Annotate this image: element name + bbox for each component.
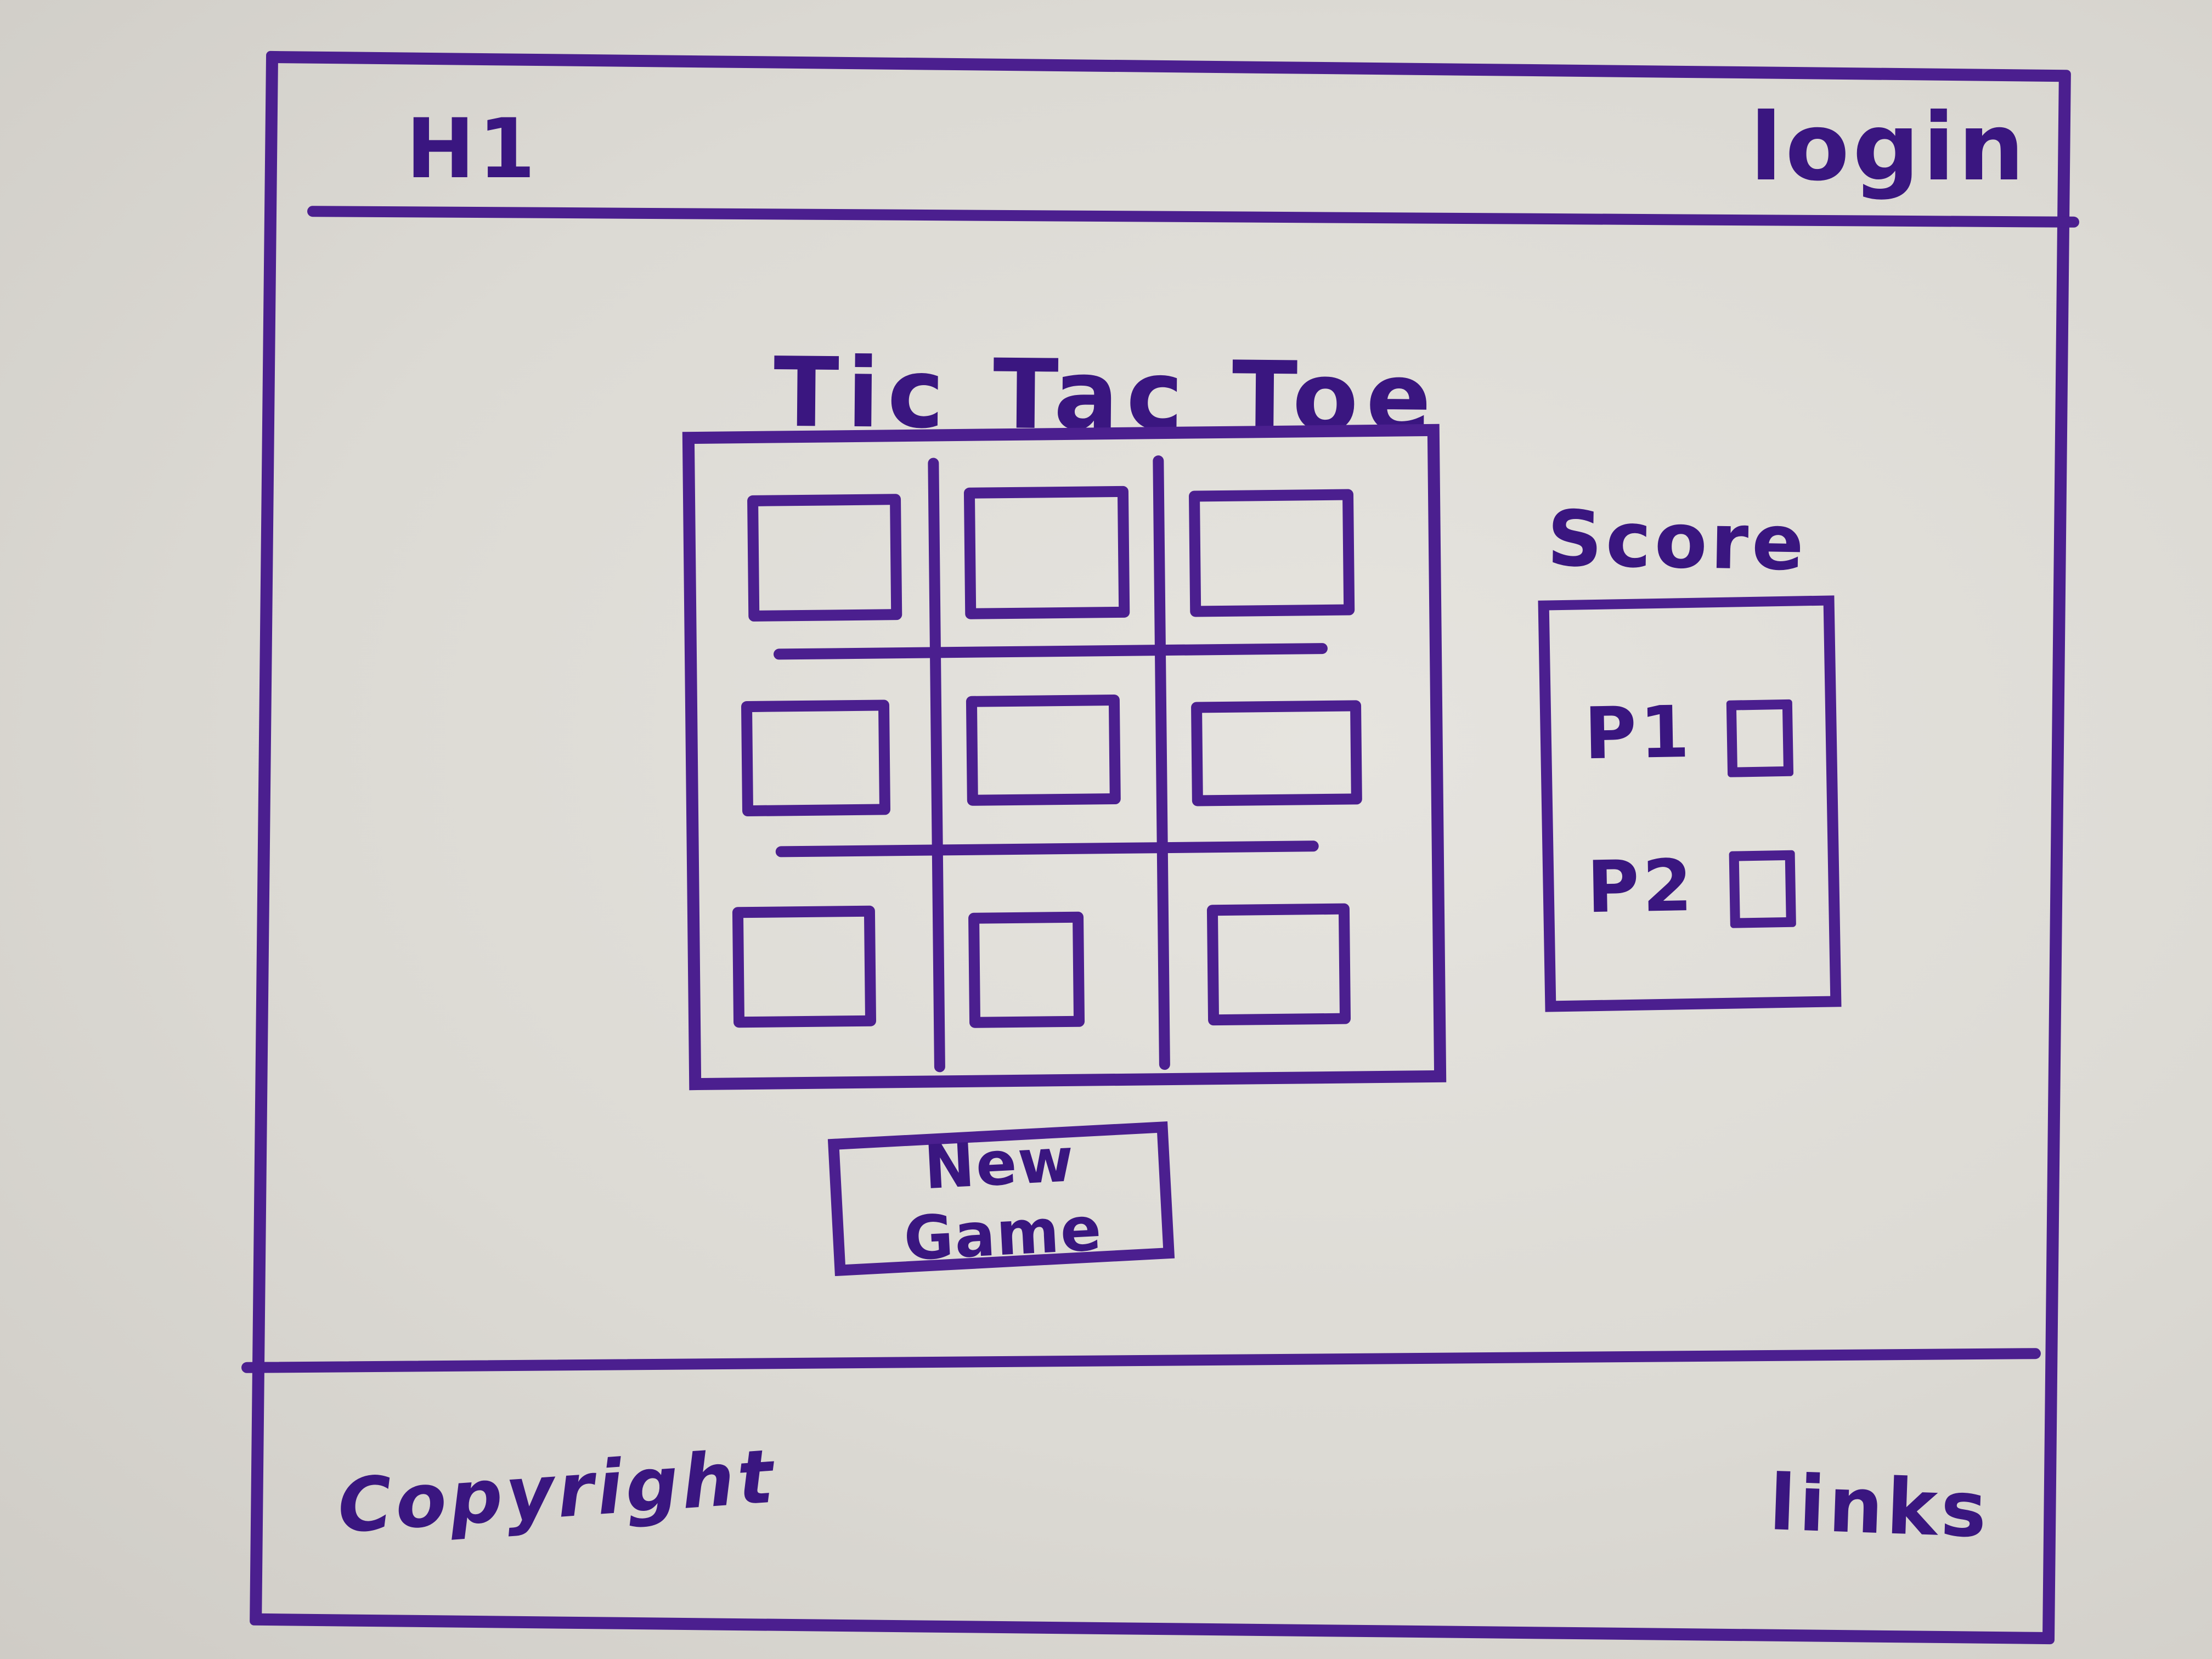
board-cell-6[interactable] <box>1190 700 1362 806</box>
login-link[interactable]: login <box>1750 93 2028 202</box>
player-1-label: P1 <box>1583 690 1694 776</box>
player-2-label: P2 <box>1586 843 1696 929</box>
grid-line-h2 <box>775 840 1319 857</box>
player-2-score <box>1729 850 1796 928</box>
tic-tac-toe-board <box>682 424 1447 1091</box>
score-panel: P1 P2 <box>1538 595 1842 1012</box>
grid-line-v1 <box>928 458 946 1073</box>
site-logo[interactable]: H1 <box>406 101 539 197</box>
grid-line-v2 <box>1153 455 1170 1070</box>
board-cell-9[interactable] <box>1206 903 1351 1026</box>
board-cell-8[interactable] <box>968 911 1085 1028</box>
grid-line-h1 <box>773 642 1328 660</box>
board-cell-1[interactable] <box>747 494 902 622</box>
board-cell-2[interactable] <box>963 486 1130 619</box>
new-game-button[interactable]: New Game <box>827 1121 1175 1277</box>
footer-links[interactable]: links <box>1768 1458 1991 1555</box>
board-cell-4[interactable] <box>741 699 891 817</box>
board-cell-5[interactable] <box>966 694 1121 806</box>
board-cell-3[interactable] <box>1188 489 1355 617</box>
score-title: Score <box>1546 494 1808 589</box>
board-cell-7[interactable] <box>732 905 877 1028</box>
player-1-score <box>1726 699 1794 777</box>
